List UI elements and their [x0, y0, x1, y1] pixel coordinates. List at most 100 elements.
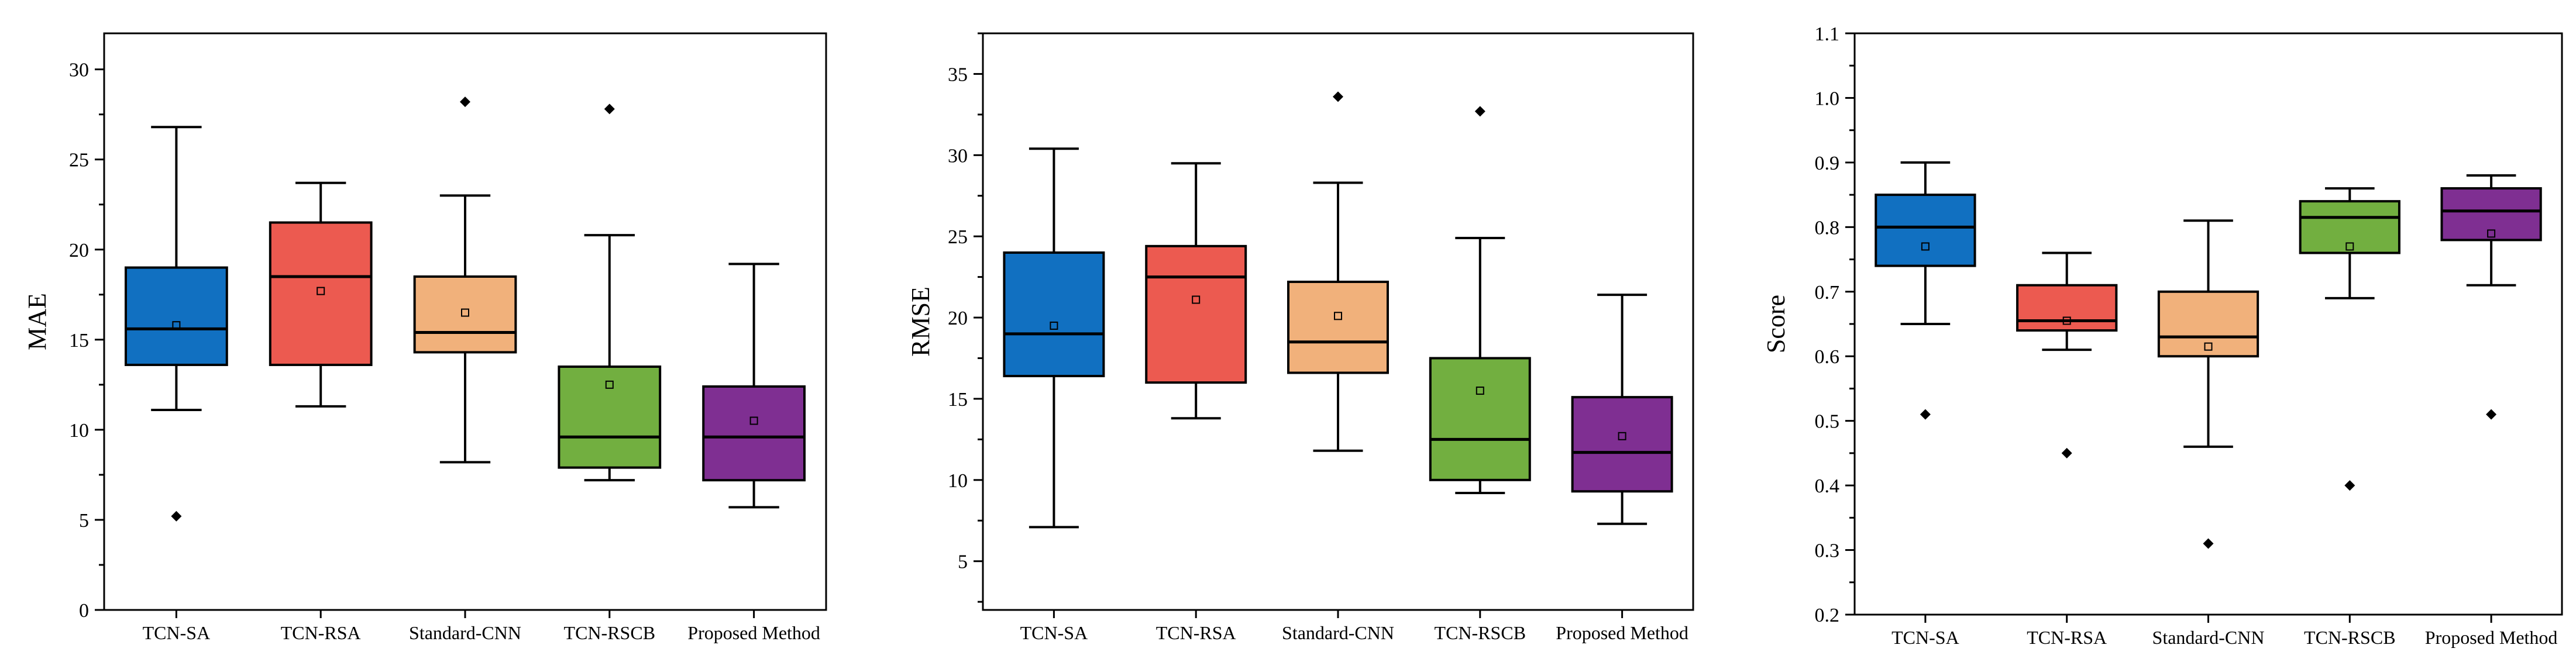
mae-box-tcn-sa: TCN-SA: [125, 126, 228, 643]
score-outlier-point: [2061, 447, 2072, 458]
rmse-ytick-label: 35: [948, 64, 968, 85]
rmse-outlier-point: [1474, 106, 1485, 117]
rmse-box-tcn-rscb: TCN-RSCB: [1429, 106, 1531, 643]
rmse-mean-marker: [1050, 321, 1058, 330]
score-category-label: TCN-RSCB: [2304, 627, 2395, 648]
rmse-mean-marker: [1618, 432, 1626, 440]
score-outlier-point: [2344, 480, 2355, 491]
score-mean-marker: [1921, 242, 1930, 251]
rmse-box-body: [1429, 357, 1531, 481]
mae-category-label: TCN-RSCB: [564, 622, 655, 643]
mae-mean-marker: [749, 416, 758, 425]
score-box-body: [2440, 187, 2542, 242]
score-box-body: [2016, 284, 2118, 332]
mae-box-tcn-rsa: TCN-RSA: [269, 181, 373, 643]
mae-box-body: [269, 221, 373, 366]
rmse-axis-title: RMSE: [906, 287, 935, 357]
rmse-outlier-point: [1333, 91, 1343, 102]
rmse-mean-marker: [1334, 312, 1342, 320]
mae-box-body: [125, 266, 228, 366]
score-box-proposed-method: Proposed Method: [2425, 174, 2558, 648]
rmse-box-proposed-method: Proposed Method: [1556, 294, 1688, 643]
score-ytick-label: 0.7: [1815, 282, 1840, 304]
rmse-box-body: [1145, 244, 1247, 384]
mae-ytick-label: 10: [69, 420, 89, 442]
mae-outlier-point: [604, 104, 615, 115]
score-outlier-point: [1920, 409, 1931, 420]
mae-ytick-label: 0: [79, 600, 89, 622]
score-category-label: TCN-RSA: [2027, 627, 2107, 648]
mae-box-body: [413, 275, 517, 354]
score-mean-marker: [2204, 342, 2213, 351]
score-ytick-label: 0.8: [1815, 217, 1840, 239]
score-panel: 0.2 0.3 0.4 0.5 0.6 0.7 0.8 0.9 1.0 1.1 Score TCN-S…: [1762, 23, 2563, 648]
score-mean-marker: [2487, 229, 2496, 238]
rmse-mean-marker: [1192, 295, 1201, 304]
rmse-ytick-label: 15: [948, 389, 968, 411]
score-box-tcn-rscb: TCN-RSCB: [2299, 187, 2400, 648]
mae-mean-marker: [605, 380, 614, 389]
rmse-ytick-label: 5: [958, 551, 968, 573]
score-category-label: TCN-SA: [1891, 627, 1959, 648]
mae-box-standard-cnn: Standard-CNN: [409, 96, 521, 643]
mae-category-label: Standard-CNN: [409, 622, 521, 643]
mae-box-body: [558, 365, 662, 469]
score-box-tcn-sa: TCN-SA: [1875, 161, 1976, 648]
mae-category-label: TCN-SA: [143, 622, 211, 643]
score-mean-marker: [2345, 242, 2354, 251]
score-outlier-point: [2203, 538, 2214, 549]
mae-axis-title: MAE: [23, 293, 51, 350]
rmse-mean-marker: [1476, 387, 1484, 395]
rmse-ytick-label: 20: [948, 308, 968, 329]
rmse-ytick-label: 30: [948, 145, 968, 167]
rmse-box-tcn-rsa: TCN-RSA: [1145, 162, 1247, 643]
rmse-box-body: [1287, 280, 1389, 374]
mae-category-label: Proposed Method: [687, 622, 820, 643]
score-ytick-label: 1.0: [1815, 88, 1840, 109]
rmse-ytick-label: 10: [948, 470, 968, 492]
score-ytick-label: 0.4: [1815, 475, 1840, 497]
mae-ytick-label: 15: [69, 330, 89, 351]
rmse-category-label: TCN-RSA: [1156, 622, 1236, 643]
rmse-box-tcn-sa: TCN-SA: [1003, 147, 1105, 643]
score-box-body: [2157, 290, 2259, 358]
rmse-panel: 5 10 15 20 25 30 35 RMSE TCN-SA TCN-RSA Standard-C…: [906, 32, 1694, 643]
score-ytick-label: 1.1: [1815, 23, 1840, 45]
rmse-box-standard-cnn: Standard-CNN: [1282, 91, 1394, 643]
mae-box-proposed-method: Proposed Method: [687, 263, 820, 643]
rmse-category-label: Proposed Method: [1556, 622, 1688, 643]
rmse-ytick-label: 25: [948, 226, 968, 248]
mae-box-body: [702, 385, 806, 482]
rmse-category-label: Standard-CNN: [1282, 622, 1394, 643]
mae-panel: 0 5 10 15 20 25 30 MAE TCN-SA TCN-RSA Standard-CNN…: [23, 32, 827, 643]
mae-ytick-label: 25: [69, 150, 89, 171]
score-category-label: Standard-CNN: [2152, 627, 2265, 648]
score-ytick-label: 0.5: [1815, 411, 1840, 433]
rmse-box-body: [1571, 396, 1673, 493]
score-ytick-label: 0.9: [1815, 153, 1840, 174]
score-category-label: Proposed Method: [2425, 627, 2558, 648]
mae-outlier-point: [460, 96, 470, 108]
score-axis-title: Score: [1762, 295, 1790, 353]
score-mean-marker: [2062, 316, 2071, 325]
mae-mean-marker: [461, 308, 469, 317]
score-ytick-label: 0.2: [1815, 605, 1840, 626]
mae-ytick-label: 30: [69, 60, 89, 81]
score-box-standard-cnn: Standard-CNN: [2152, 219, 2265, 648]
score-outlier-point: [2486, 409, 2497, 420]
rmse-box-body: [1003, 251, 1105, 378]
mae-ytick-label: 20: [69, 240, 89, 261]
rmse-category-label: TCN-SA: [1020, 622, 1088, 643]
score-box-tcn-rsa: TCN-RSA: [2016, 251, 2118, 648]
score-ytick-label: 0.6: [1815, 346, 1840, 368]
mae-ytick-label: 5: [79, 510, 89, 532]
mae-outlier-point: [171, 511, 182, 522]
mae-mean-marker: [172, 321, 181, 330]
rmse-category-label: TCN-RSCB: [1435, 622, 1526, 643]
score-ytick-label: 0.3: [1815, 540, 1840, 562]
score-box-body: [1875, 194, 1976, 267]
mae-box-tcn-rscb: TCN-RSCB: [558, 104, 662, 643]
mae-mean-marker: [317, 287, 325, 295]
mae-category-label: TCN-RSA: [281, 622, 361, 643]
